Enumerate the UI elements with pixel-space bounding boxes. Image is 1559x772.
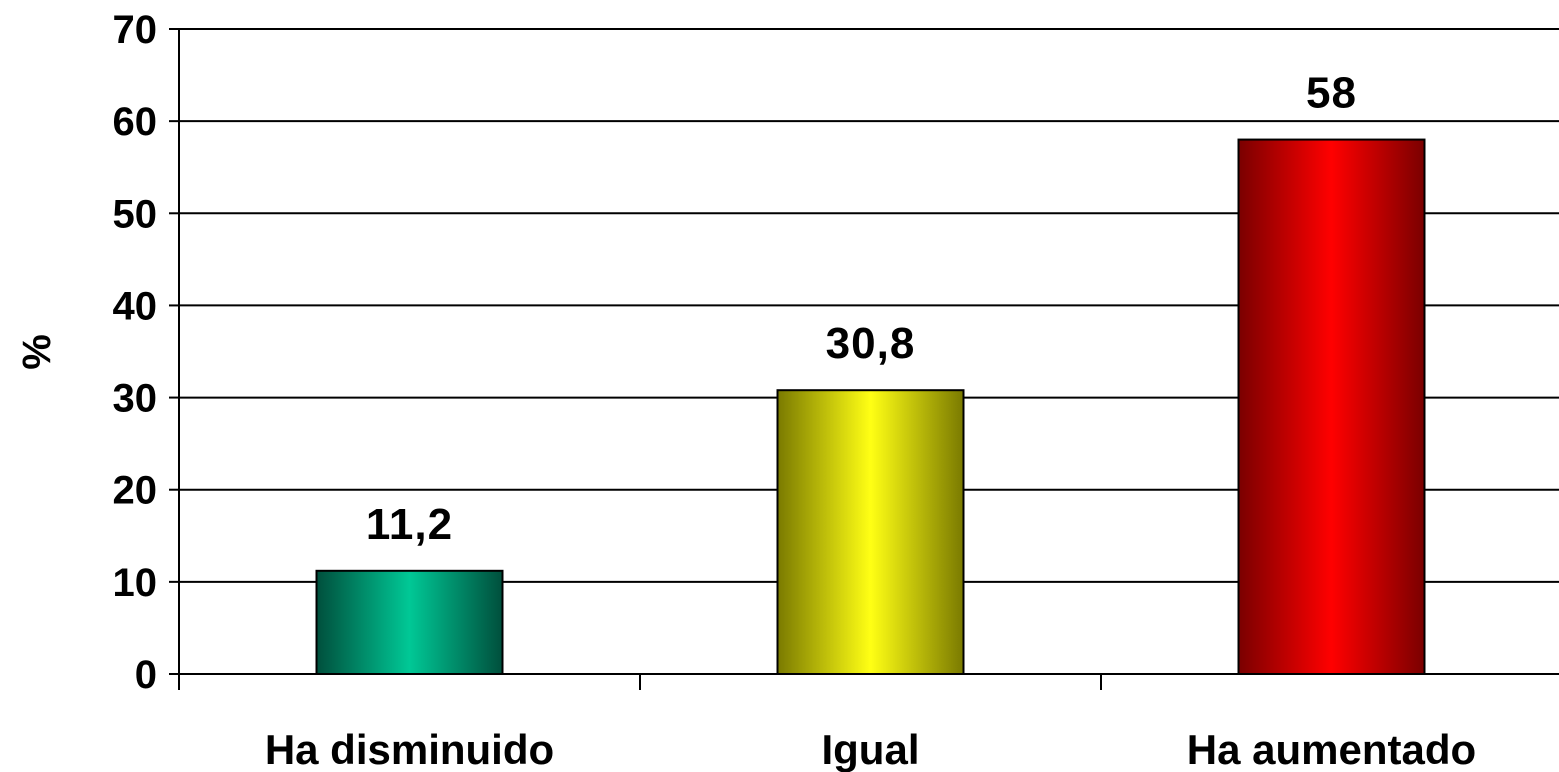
y-tick-label: 10 [113,561,158,605]
bar-ha-aumentado [1237,138,1426,676]
data-label: 58 [1306,69,1357,118]
y-tick-label: 30 [113,377,158,421]
y-tick-label: 50 [113,192,158,236]
y-axis-title: % [15,334,59,370]
x-category-label: Ha aumentado [1187,726,1476,772]
y-tick-label: 20 [113,469,158,513]
x-category-label: Ha disminuido [265,726,554,772]
labels: 0 10 20 30 40 50 60 70 11,2 Ha disminuido 30,8 Igua… [113,8,1477,772]
y-tick-label: 60 [113,100,158,144]
y-tick-label: 40 [113,284,158,328]
data-label: 30,8 [826,319,916,368]
bar-ha-disminuido [315,569,504,675]
data-label: 11,2 [366,500,453,549]
bar-igual [776,389,965,675]
bars [315,138,1426,676]
y-tick-label: 0 [135,653,157,697]
axes [169,28,1559,690]
y-tick-label: 70 [113,8,158,52]
x-category-label: Igual [821,726,919,772]
